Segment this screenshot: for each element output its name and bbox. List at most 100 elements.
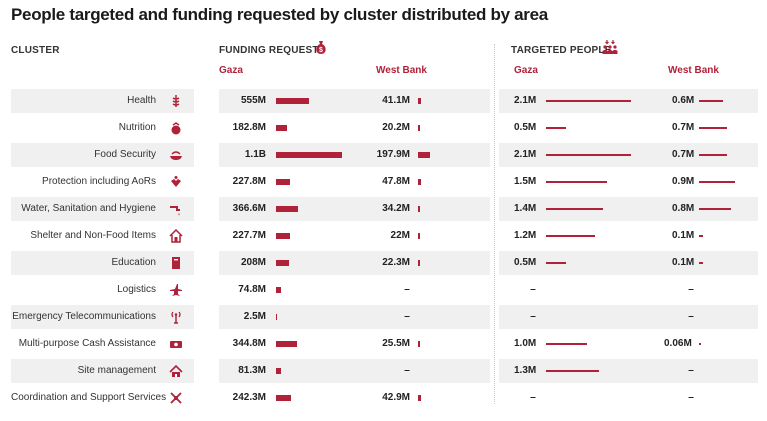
funding-gaza-bar (276, 233, 290, 239)
targeted-gaza-empty: – (530, 392, 536, 403)
targeted-gaza-value: 0.5M (514, 257, 537, 268)
funding-header: FUNDING REQUESTS (219, 45, 326, 56)
targeted-gaza-value: 1.4M (514, 203, 537, 214)
targeted-gaza-value: 2.1M (514, 149, 537, 160)
cluster-header: CLUSTER (11, 45, 60, 56)
row-background (219, 305, 490, 329)
targeted-westbank-bar (699, 181, 736, 183)
funding-westbank-bar (418, 233, 420, 239)
health-icon (172, 95, 180, 107)
cash-icon (170, 341, 182, 348)
funding-westbank-empty: – (404, 284, 410, 295)
cluster-label: Water, Sanitation and Hygiene (21, 203, 156, 214)
targeted-header: TARGETED PEOPLE (511, 45, 612, 56)
funding-westbank-value: 34.2M (382, 203, 410, 214)
targeted-gaza-bar (546, 127, 567, 129)
targeted-gaza-bar (546, 208, 603, 210)
svg-text:$: $ (319, 47, 323, 54)
row-background (11, 143, 194, 167)
targeted-westbank-value: 0.6M (672, 95, 695, 106)
coordination-icon (170, 392, 182, 404)
funding-gaza-bar (276, 152, 342, 158)
funding-gaza-value: 182.8M (232, 122, 266, 133)
funding-gaza-bar (276, 206, 298, 212)
logistics-icon (170, 284, 182, 296)
row-background (11, 359, 194, 383)
cluster-label: Multi-purpose Cash Assistance (18, 338, 156, 349)
protection-icon (171, 176, 181, 187)
funding-westbank-bar (418, 341, 420, 347)
money-bag-icon: $ (316, 41, 326, 54)
targeted-westbank-bar (699, 154, 728, 156)
funding-westbank-value: 42.9M (382, 392, 410, 403)
targeted-westbank-empty: – (688, 311, 694, 322)
funding-gaza-value: 555M (240, 95, 266, 106)
targeted-westbank-value: 0.7M (672, 122, 695, 133)
funding-westbank-bar (418, 125, 420, 131)
wash-icon (170, 206, 180, 216)
funding-westbank-bar (418, 206, 421, 212)
row-background (219, 359, 490, 383)
targeted-gaza-bar (546, 181, 607, 183)
funding-gaza-value: 81.3M (238, 365, 266, 376)
cluster-label: Protection including AoRs (42, 176, 156, 187)
targeted-westbank-value: 0.06M (664, 338, 692, 349)
funding-westbank-subheader: West Bank (376, 65, 427, 76)
targeted-westbank-bar (699, 127, 728, 129)
targeted-gaza-empty: – (530, 284, 536, 295)
targeted-gaza-value: 1.3M (514, 365, 537, 376)
funding-gaza-value: 2.5M (243, 311, 266, 322)
targeted-westbank-value: 0.1M (672, 257, 695, 268)
funding-westbank-value: 41.1M (382, 95, 410, 106)
cluster-label: Nutrition (118, 122, 156, 133)
funding-gaza-bar (276, 179, 290, 185)
targeted-gaza-value: 1.0M (514, 338, 537, 349)
people-icon (602, 40, 618, 54)
targeted-gaza-bar (546, 154, 631, 156)
funding-westbank-empty: – (404, 365, 410, 376)
targeted-westbank-bar (699, 235, 703, 237)
targeted-westbank-bar (699, 208, 732, 210)
cluster-label: Logistics (117, 284, 156, 295)
funding-westbank-empty: – (404, 311, 410, 322)
funding-westbank-bar (418, 395, 421, 401)
site-management-icon (169, 364, 183, 377)
targeted-westbank-value: 0.8M (672, 203, 695, 214)
targeted-gaza-bar (546, 343, 587, 345)
funding-gaza-value: 208M (240, 257, 266, 268)
row-background (499, 359, 758, 383)
funding-gaza-bar (276, 125, 287, 131)
funding-gaza-value: 366.6M (232, 203, 266, 214)
funding-gaza-bar (276, 395, 291, 401)
cluster-label: Education (111, 257, 156, 268)
funding-westbank-bar (418, 179, 421, 185)
funding-gaza-subheader: Gaza (219, 65, 243, 76)
targeted-westbank-empty: – (688, 284, 694, 295)
cluster-label: Site management (77, 365, 156, 376)
cluster-label: Emergency Telecommunications (12, 311, 156, 322)
targeted-westbank-empty: – (688, 365, 694, 376)
food-security-icon (170, 151, 182, 160)
funding-westbank-bar (418, 260, 420, 266)
row-background (219, 89, 490, 113)
row-background (499, 305, 758, 329)
funding-westbank-value: 25.5M (382, 338, 410, 349)
funding-westbank-value: 22M (390, 230, 410, 241)
row-background (499, 251, 758, 275)
targeted-gaza-value: 1.5M (514, 176, 537, 187)
targeted-westbank-value: 0.1M (672, 230, 695, 241)
funding-westbank-value: 20.2M (382, 122, 410, 133)
targeted-gaza-bar (546, 370, 599, 372)
funding-gaza-bar (276, 287, 281, 293)
funding-gaza-bar (276, 341, 297, 347)
funding-gaza-value: 242.3M (232, 392, 266, 403)
funding-westbank-value: 197.9M (376, 149, 410, 160)
row-background (11, 305, 194, 329)
targeted-westbank-subheader: West Bank (668, 65, 719, 76)
targeted-gaza-subheader: Gaza (514, 65, 538, 76)
targeted-gaza-bar (546, 235, 595, 237)
funding-gaza-bar (276, 260, 289, 266)
row-background (219, 197, 490, 221)
row-background (11, 251, 194, 275)
funding-gaza-bar (276, 98, 310, 104)
